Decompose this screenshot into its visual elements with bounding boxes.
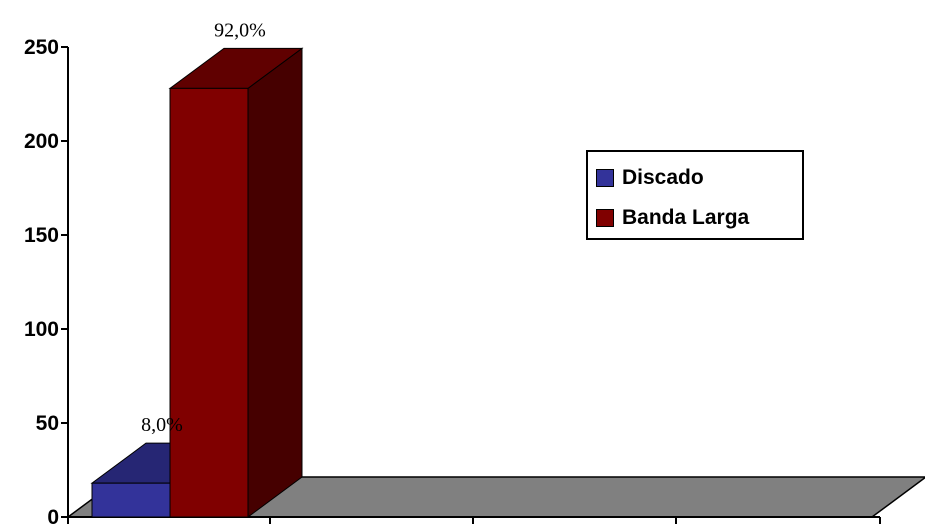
bar-side-banda-larga	[247, 47, 303, 518]
y-tick-label-50: 50	[36, 412, 59, 435]
y-tick-label-200: 200	[24, 130, 59, 153]
legend-item-discado: Discado	[596, 166, 704, 190]
legend-swatch-banda-larga	[596, 209, 614, 227]
legend-swatch-discado	[596, 169, 614, 187]
legend-label-discado: Discado	[622, 166, 704, 189]
data-label-discado: 8,0%	[141, 414, 183, 436]
bar-front-discado	[91, 482, 171, 518]
legend: Discado Banda Larga	[586, 150, 804, 240]
y-tick-label-250: 250	[24, 36, 59, 59]
bar-front-banda-larga	[169, 87, 249, 518]
bar-banda-larga	[168, 47, 304, 518]
legend-label-banda-larga: Banda Larga	[622, 206, 750, 229]
y-tick-label-0: 0	[47, 506, 59, 529]
y-tick-label-150: 150	[24, 224, 59, 247]
y-tick-label-100: 100	[24, 318, 59, 341]
legend-item-banda-larga: Banda Larga	[596, 206, 749, 230]
data-label-banda-larga: 92,0%	[214, 19, 266, 41]
